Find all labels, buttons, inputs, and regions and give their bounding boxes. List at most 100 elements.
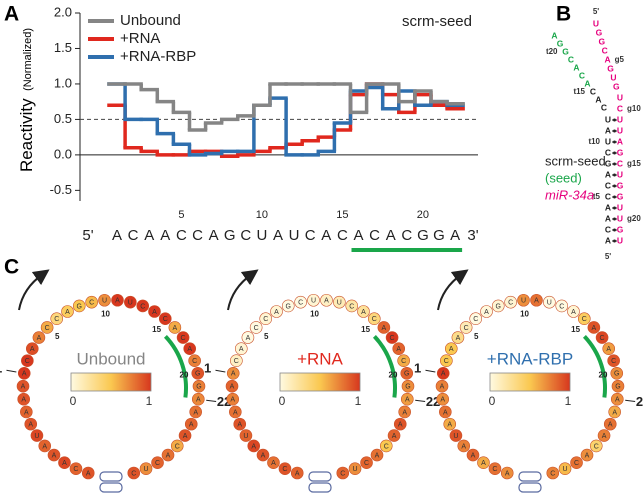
target-nt: C bbox=[605, 224, 611, 234]
x-tick-label: C bbox=[192, 227, 203, 244]
nucleotide-bead bbox=[21, 354, 34, 367]
base-pair-dot bbox=[613, 206, 616, 210]
nucleotide-bead bbox=[256, 448, 270, 462]
target-nt: C bbox=[605, 191, 611, 201]
nucleotide-bead bbox=[440, 354, 453, 367]
nucleotide-bead bbox=[555, 299, 569, 313]
nucleotide-bead bbox=[234, 342, 248, 355]
bead-letter: C bbox=[263, 316, 268, 323]
nucleotide-bead bbox=[466, 448, 480, 462]
bead-letter: C bbox=[611, 358, 616, 365]
nucleotide-bead bbox=[226, 392, 240, 406]
bead-letter: A bbox=[471, 452, 476, 459]
bead-letter: A bbox=[183, 433, 188, 440]
bead-letter: A bbox=[42, 443, 47, 450]
nucleotide-bead bbox=[259, 312, 273, 326]
bead-letter: A bbox=[65, 309, 70, 316]
position-label: 10 bbox=[101, 309, 110, 318]
colorbar-max: 1 bbox=[146, 394, 153, 408]
mirna-position: g5 bbox=[615, 55, 625, 64]
bead-letter: A bbox=[612, 409, 617, 416]
bead-letter: A bbox=[441, 371, 446, 378]
nucleotide-bead bbox=[611, 379, 625, 393]
nucleotide-bead bbox=[370, 448, 384, 462]
bead-letter: A bbox=[230, 397, 235, 404]
x-tick-label: A bbox=[321, 227, 331, 244]
nucleotide-bead bbox=[595, 331, 609, 344]
target-position: t15 bbox=[573, 87, 585, 96]
x-tick-label: U bbox=[289, 227, 300, 244]
bead-letter: C bbox=[384, 443, 389, 450]
stem-box bbox=[518, 471, 542, 482]
nucleotide-bead bbox=[379, 439, 393, 453]
y-tick-label: 2.0 bbox=[54, 4, 72, 19]
x-tick-label: C bbox=[369, 227, 380, 244]
bead-letter: A bbox=[189, 421, 194, 428]
stem-box bbox=[308, 471, 332, 482]
bead-letter: A bbox=[152, 309, 157, 316]
bead-letter: C bbox=[550, 470, 555, 477]
colorbar-max: 1 bbox=[355, 394, 362, 408]
nucleotide-bead bbox=[239, 429, 253, 442]
bead-letter: G bbox=[196, 384, 201, 391]
bead-letter: A bbox=[402, 409, 407, 416]
bead-letter: U bbox=[102, 298, 107, 305]
bead-letter: U bbox=[311, 298, 316, 305]
target-nt: A bbox=[605, 202, 611, 212]
target-nt: G bbox=[557, 38, 564, 48]
nucleotide-bead bbox=[357, 305, 370, 318]
nucleotide-bead bbox=[333, 295, 346, 309]
nucleotide-bead bbox=[500, 466, 514, 480]
nucleotide-bead bbox=[567, 305, 580, 318]
bead-letter: A bbox=[447, 421, 452, 428]
nucleotide-bead bbox=[170, 439, 184, 453]
nucleotide-bead bbox=[161, 448, 175, 462]
nucleotide-bead bbox=[488, 462, 502, 476]
mirna-nt: A bbox=[605, 54, 611, 64]
stem-box bbox=[99, 482, 123, 493]
colorbar-min: 0 bbox=[489, 394, 496, 408]
bead-letter: A bbox=[251, 443, 256, 450]
nucleotide-bead bbox=[189, 405, 202, 419]
panel-label: C bbox=[4, 256, 19, 279]
position-label: 5 bbox=[474, 332, 479, 341]
bead-letter: A bbox=[484, 309, 489, 316]
bead-letter: G bbox=[286, 303, 291, 310]
nucleotide-bead bbox=[192, 379, 206, 393]
bead-letter: A bbox=[449, 346, 454, 353]
nucleotide-bead bbox=[457, 439, 471, 453]
x-tick-label: G bbox=[224, 227, 236, 244]
panel-label: A bbox=[4, 3, 19, 26]
mirna-nt: U bbox=[610, 72, 616, 82]
nucleotide-bead bbox=[435, 379, 449, 393]
target-nt: A bbox=[605, 213, 611, 223]
y-tick-label: 0.5 bbox=[54, 111, 72, 126]
bead-letter: C bbox=[298, 299, 303, 306]
bead-letter: A bbox=[324, 298, 329, 305]
bead-letter: A bbox=[30, 346, 35, 353]
nucleotide-bead bbox=[589, 439, 603, 453]
legend-b: miR-34a bbox=[545, 187, 594, 202]
bead-letter: A bbox=[405, 397, 410, 404]
target-nt: G bbox=[562, 46, 569, 56]
nucleotide-bead bbox=[69, 462, 83, 476]
x-tick-label: G bbox=[417, 227, 429, 244]
target-nt: A bbox=[584, 78, 590, 88]
legend-b: (seed) bbox=[545, 170, 582, 185]
nucleotide-bead bbox=[127, 466, 141, 480]
bead-letter: C bbox=[89, 299, 94, 306]
position-label: 1 bbox=[414, 360, 421, 375]
bead-letter: U bbox=[453, 433, 458, 440]
nucleotide-bead bbox=[30, 429, 44, 442]
nucleotide-bead bbox=[270, 305, 283, 318]
position-label: 20 bbox=[389, 371, 398, 380]
nucleotide-bead bbox=[360, 456, 373, 469]
x-tick-label: A bbox=[273, 227, 283, 244]
mirna-nt: U bbox=[617, 92, 623, 102]
nucleotide-bead bbox=[610, 367, 624, 380]
nucleotide-bead bbox=[477, 456, 490, 469]
nucleotide-bead bbox=[345, 299, 359, 313]
nucleotide-bead bbox=[530, 293, 543, 307]
direction-arrow bbox=[437, 269, 469, 311]
base-pair-dot bbox=[613, 173, 616, 177]
